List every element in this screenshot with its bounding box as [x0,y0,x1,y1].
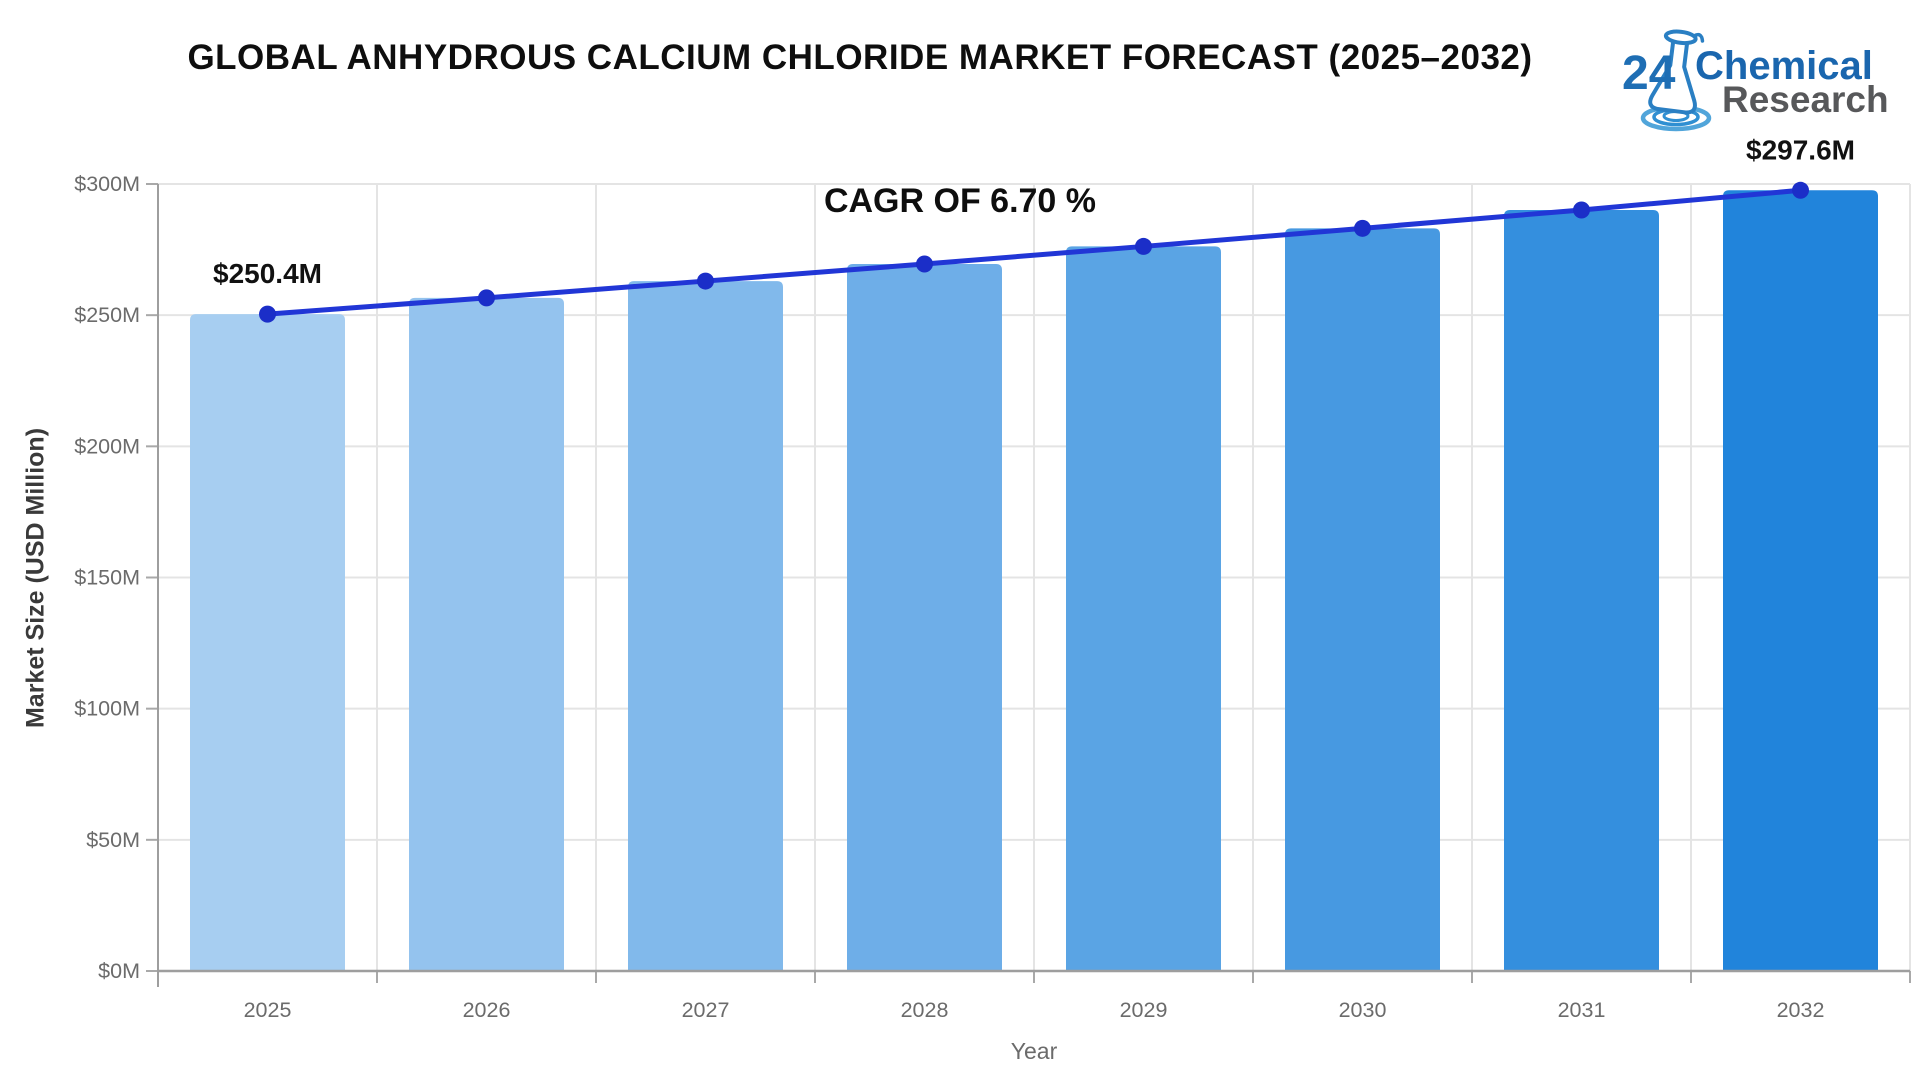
x-tick-label-2028: 2028 [901,998,949,1022]
y-axis-title: Market Size (USD Million) [21,427,50,729]
x-tick-label-2025: 2025 [244,998,292,1022]
data-point-2028 [916,255,933,273]
data-point-2032 [1792,181,1809,199]
y-tick-label-0: $0M [98,959,140,983]
trend-line [265,187,1803,317]
data-point-2026 [478,289,495,307]
bar-2030 [1285,228,1440,971]
logo-word-research: Research [1722,79,1889,120]
bar-2029 [1066,246,1221,972]
logo-word-chemical: Chemical [1695,44,1873,88]
x-tick-label-2032: 2032 [1777,998,1825,1022]
bar-2025 [190,314,345,972]
y-tick-label-300: $300M [74,172,140,196]
bar-2027 [628,281,783,971]
x-tick-label-2031: 2031 [1558,998,1606,1022]
point-label-2025: $250.4M [213,258,322,289]
bar-2031 [1504,209,1659,971]
y-tick-label-250: $250M [74,303,140,327]
y-tick-label-50: $50M [86,828,140,852]
x-tick-label-2026: 2026 [463,998,511,1022]
y-tick-label-100: $100M [74,697,140,721]
x-tick-label-2027: 2027 [682,998,730,1022]
data-point-2025 [259,305,276,323]
bar-2032 [1723,190,1878,971]
data-point-2031 [1573,201,1590,219]
y-tick-label-150: $150M [74,566,140,590]
x-axis-title: Year [1010,1038,1058,1064]
data-point-2027 [697,272,714,290]
cagr-annotation: CAGR OF 6.70 % [823,182,1097,220]
x-tick-label-2030: 2030 [1339,998,1387,1022]
data-point-2029 [1135,237,1152,255]
bar-2026 [409,297,564,971]
bar-2028 [847,264,1002,971]
point-label-2032: $297.6M [1746,134,1855,165]
data-point-2030 [1354,219,1371,237]
x-tick-label-2029: 2029 [1120,998,1168,1022]
y-tick-label-200: $200M [74,434,140,458]
page-title: GLOBAL ANHYDROUS CALCIUM CHLORIDE MARKET… [187,38,1533,77]
flask-icon [1640,29,1712,132]
logo-number: 24 [1622,47,1676,100]
